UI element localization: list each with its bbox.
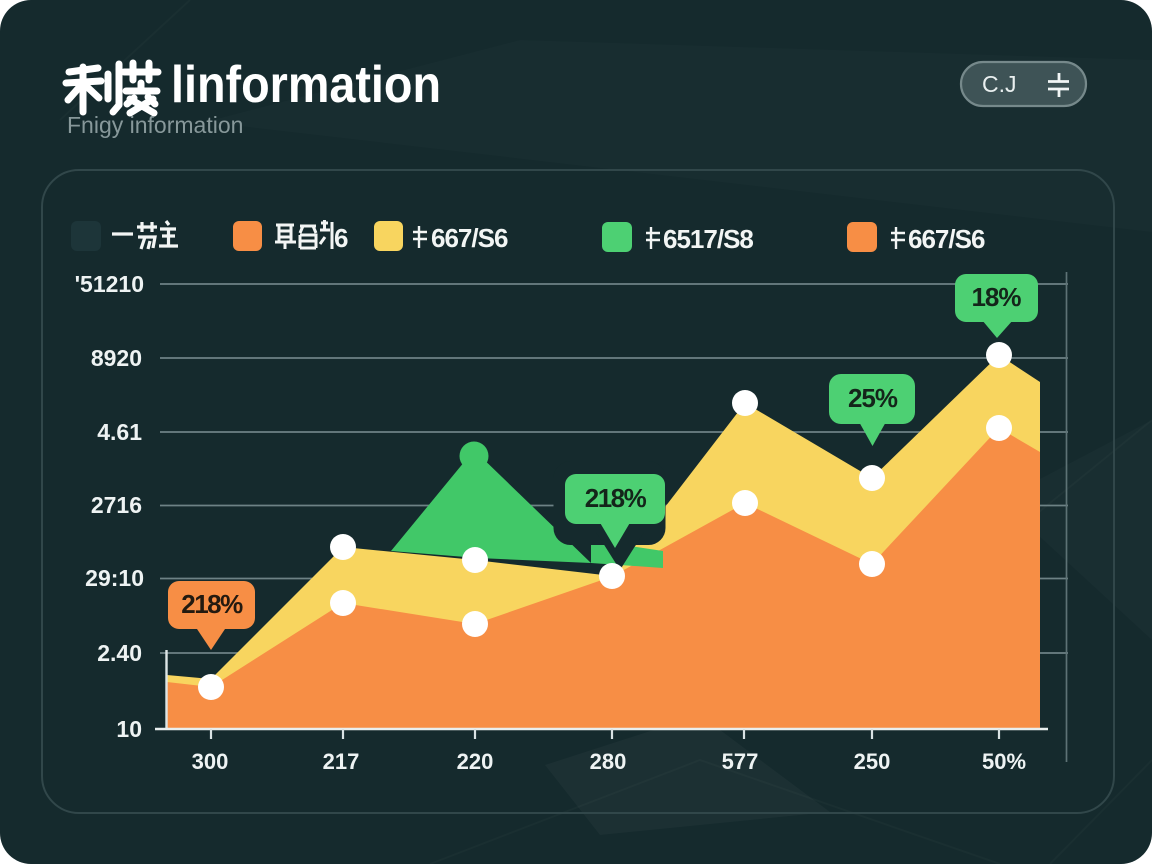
svg-text:250: 250 bbox=[854, 749, 891, 774]
svg-text:667/S6: 667/S6 bbox=[908, 224, 985, 254]
svg-text:2716: 2716 bbox=[91, 492, 142, 518]
svg-text:29:10: 29:10 bbox=[85, 565, 144, 591]
svg-text:50%: 50% bbox=[982, 749, 1026, 774]
svg-text:300: 300 bbox=[192, 749, 229, 774]
svg-text:577: 577 bbox=[722, 749, 759, 774]
svg-text:25%: 25% bbox=[848, 383, 898, 413]
svg-text:8920: 8920 bbox=[91, 345, 142, 371]
svg-text:220: 220 bbox=[457, 749, 494, 774]
svg-text:linformation: linformation bbox=[171, 56, 441, 114]
svg-text:6: 6 bbox=[334, 223, 348, 253]
svg-text:280: 280 bbox=[590, 749, 627, 774]
svg-text:4.61: 4.61 bbox=[97, 419, 142, 445]
svg-text:'51210: '51210 bbox=[75, 271, 144, 297]
svg-text:217: 217 bbox=[323, 749, 360, 774]
svg-text:667/S6: 667/S6 bbox=[431, 223, 508, 253]
svg-text:218%: 218% bbox=[585, 483, 647, 513]
svg-text:18%: 18% bbox=[971, 282, 1021, 312]
svg-text:10: 10 bbox=[116, 716, 142, 742]
svg-text:C.J: C.J bbox=[982, 71, 1017, 97]
svg-text:2.40: 2.40 bbox=[97, 640, 142, 666]
svg-text:Fnigy information: Fnigy information bbox=[67, 112, 243, 138]
svg-text:6517/S8: 6517/S8 bbox=[663, 224, 753, 254]
svg-text:218%: 218% bbox=[181, 589, 243, 619]
